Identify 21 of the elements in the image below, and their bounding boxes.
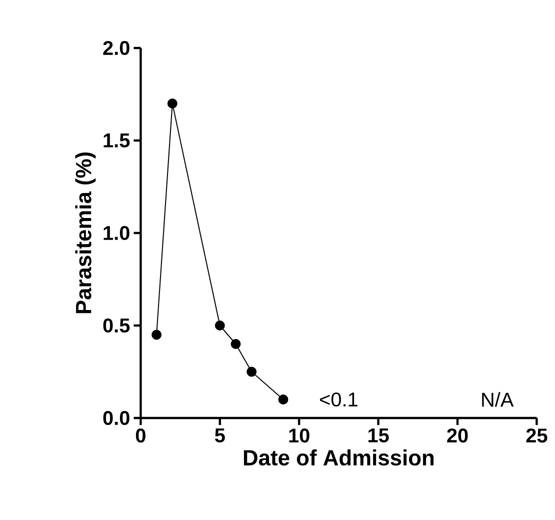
y-axis-title: Parasitemia (%) bbox=[75, 152, 96, 314]
x-axis-title: Date of Admission bbox=[244, 449, 434, 466]
y-tick-label: 2.0 bbox=[103, 40, 130, 56]
point bbox=[152, 330, 162, 340]
point bbox=[230, 339, 241, 349]
y-tick-label: 1.5 bbox=[104, 134, 130, 148]
y-tick-label: 0.5 bbox=[103, 318, 130, 333]
x-tick-label: 25 bbox=[526, 428, 548, 443]
y-tick-label: 0.0 bbox=[103, 410, 130, 426]
annotation: N/A bbox=[482, 392, 514, 407]
x-tick-label: 5 bbox=[214, 428, 225, 442]
x-tick-label: 0 bbox=[136, 428, 146, 443]
point bbox=[214, 320, 225, 330]
annotation: <0.1 bbox=[320, 392, 358, 407]
x-tick-label: 15 bbox=[368, 428, 389, 442]
point bbox=[167, 98, 178, 108]
point bbox=[246, 366, 257, 377]
point bbox=[278, 394, 288, 404]
x-tick-label: 20 bbox=[447, 428, 468, 443]
x-tick-label: 10 bbox=[289, 428, 310, 443]
y-tick-label: 1.0 bbox=[104, 226, 130, 240]
